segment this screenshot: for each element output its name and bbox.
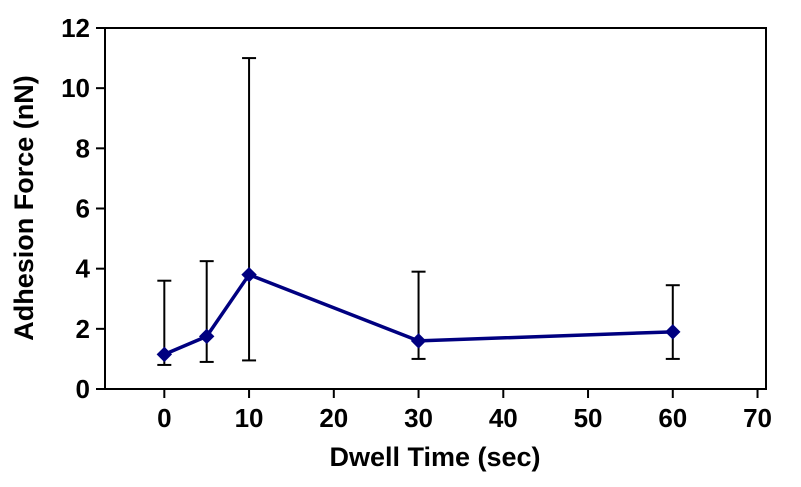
x-tick-label: 20 xyxy=(319,403,348,433)
x-tick-label: 50 xyxy=(574,403,603,433)
y-tick-label: 2 xyxy=(76,314,90,344)
data-point-marker xyxy=(410,333,427,349)
x-tick-label: 70 xyxy=(743,403,772,433)
axis-tick-labels: 0 10 20 30 40 50 60 70 0 2 4 6 8 10 12 xyxy=(61,13,772,433)
y-tick-label: 10 xyxy=(61,73,90,103)
axis-ticks xyxy=(96,27,759,398)
y-tick-label: 0 xyxy=(76,374,90,404)
error-bars xyxy=(157,57,680,366)
y-tick-label: 6 xyxy=(76,194,90,224)
x-tick-label: 40 xyxy=(489,403,518,433)
x-tick-label: 10 xyxy=(235,403,264,433)
x-tick-label: 0 xyxy=(157,403,171,433)
y-tick-label: 12 xyxy=(61,13,90,43)
data-point-marker xyxy=(241,266,257,283)
x-tick-label: 30 xyxy=(404,403,433,433)
data-point-markers xyxy=(156,266,681,363)
y-tick-label: 8 xyxy=(76,133,90,163)
data-point-marker xyxy=(156,346,173,363)
y-axis-title: Adhesion Force (nN) xyxy=(9,75,39,341)
data-point-marker xyxy=(198,328,215,345)
data-point-marker xyxy=(665,324,681,340)
y-tick-label: 4 xyxy=(76,254,91,284)
x-tick-label: 60 xyxy=(658,403,687,433)
x-axis-title: Dwell Time (sec) xyxy=(329,442,540,472)
